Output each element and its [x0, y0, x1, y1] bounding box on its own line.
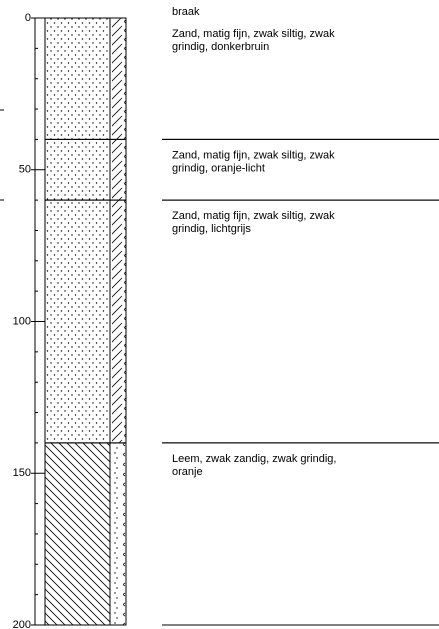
- y-tick-label: 50: [19, 164, 31, 176]
- layer-description: oranje: [172, 466, 203, 478]
- layer-main: [45, 139, 110, 200]
- layer-side: [110, 18, 126, 139]
- y-tick-label: 0: [25, 12, 31, 24]
- layer-description: grindig, oranje-licht: [172, 162, 265, 174]
- layer-side: [110, 200, 126, 443]
- layer-description: Zand, matig fijn, zwak siltig, zwak: [172, 149, 335, 161]
- layer-side: [110, 139, 126, 200]
- y-tick-label: 100: [13, 315, 31, 327]
- y-tick-label: 150: [13, 467, 31, 479]
- layer-main: [45, 443, 110, 625]
- borehole-log: braak 0 50 100 150 200 Zand, matig fijn, zwak…: [0, 0, 439, 629]
- surface-label: braak: [172, 6, 200, 18]
- layer-description: Zand, matig fijn, zwak siltig, zwak: [172, 28, 335, 40]
- layer-description: grindig, lichtgrijs: [172, 223, 251, 235]
- layer-main: [45, 18, 110, 139]
- y-tick-label: 200: [13, 619, 31, 629]
- layer-description: Zand, matig fijn, zwak siltig, zwak: [172, 210, 335, 222]
- layer-main: [45, 200, 110, 443]
- layer-side: [110, 443, 126, 625]
- layer-description: grindig, donkerbruin: [172, 41, 269, 53]
- layer-description: Leem, zwak zandig, zwak grindig,: [172, 453, 336, 465]
